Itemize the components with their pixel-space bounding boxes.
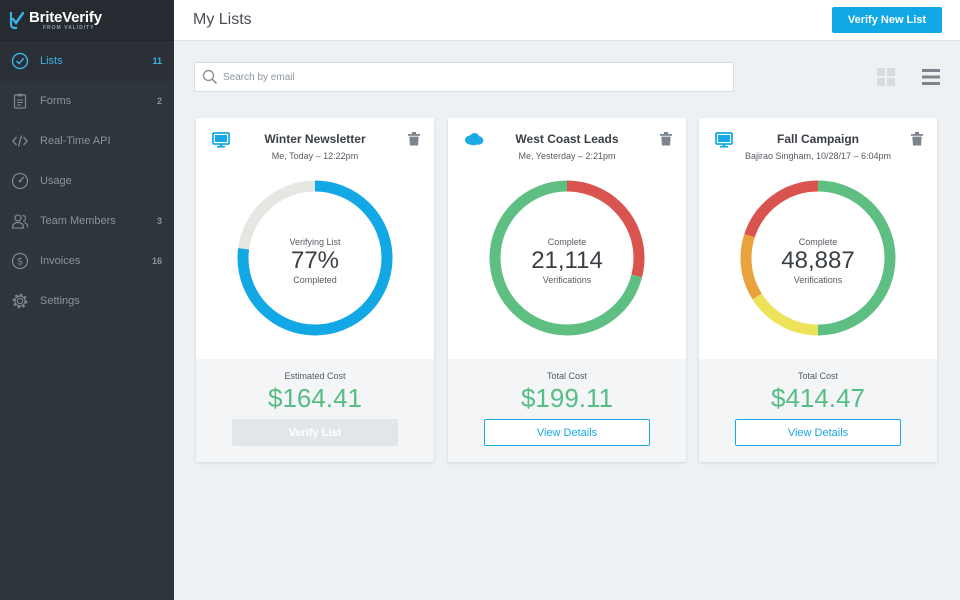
sidebar-item-label: Forms — [40, 95, 72, 107]
sidebar-item-label: Real-Time API — [40, 135, 111, 147]
sidebar-item-forms[interactable]: Forms 2 — [0, 81, 174, 121]
ring-center: Complete 21,114 Verifications — [448, 237, 686, 285]
sidebar: BriteVerify FROM VALIDITY Lists 11 Forms… — [0, 0, 174, 600]
sidebar-item-label: Settings — [40, 295, 80, 307]
sidebar-item-label: Team Members — [40, 215, 116, 227]
monitor-icon — [212, 132, 230, 153]
card-footer: Estimated Cost $164.41 Verify List — [196, 359, 434, 462]
dollar-circle-icon: $ — [11, 252, 29, 270]
progress-ring — [237, 180, 393, 336]
monitor-icon — [715, 132, 733, 153]
card-title: Winter Newsletter — [264, 132, 366, 146]
users-icon — [11, 212, 29, 230]
list-card[interactable]: Winter Newsletter Me, Today – 12:22pm Ve… — [196, 118, 434, 462]
progress-arc — [237, 180, 393, 336]
sidebar-item-settings[interactable]: Settings — [0, 281, 174, 321]
card-title: West Coast Leads — [515, 132, 619, 146]
check-circle-icon — [11, 52, 29, 70]
ring-value: 21,114 — [531, 247, 603, 274]
list-view-icon — [922, 69, 940, 85]
ring-segment — [489, 180, 645, 336]
gear-icon — [11, 292, 29, 310]
sidebar-item-count: 16 — [151, 256, 162, 266]
sidebar-item-count: 3 — [156, 216, 162, 226]
card-subtitle: Me, Yesterday – 2:21pm — [518, 151, 616, 161]
view-details-button[interactable]: View Details — [735, 419, 901, 446]
trash-icon[interactable] — [911, 132, 923, 151]
ring-status: Complete — [798, 237, 838, 247]
sidebar-item-usage[interactable]: Usage — [0, 161, 174, 201]
salesforce-cloud-icon — [464, 132, 484, 151]
ring-segment — [740, 180, 896, 336]
svg-text:$: $ — [17, 257, 23, 268]
card-footer: Total Cost $199.11 View Details — [448, 359, 686, 462]
sidebar-nav: Lists 11 Forms 2 Real-Time API Usage — [0, 41, 174, 321]
results-ring — [489, 180, 645, 336]
list-card[interactable]: Fall Campaign Bajirao Singham, 10/28/17 … — [699, 118, 937, 462]
brand-logo[interactable]: BriteVerify FROM VALIDITY — [0, 0, 174, 41]
sidebar-item-label: Usage — [40, 175, 72, 187]
ring-value-label: Verifications — [793, 275, 843, 286]
search-icon — [202, 69, 218, 90]
ring-center: Complete 48,887 Verifications — [699, 237, 937, 285]
code-icon — [11, 132, 29, 150]
card-footer: Total Cost $414.47 View Details — [699, 359, 937, 462]
sidebar-item-label: Invoices — [40, 255, 81, 267]
list-card[interactable]: West Coast Leads Me, Yesterday – 2:21pm … — [448, 118, 686, 462]
cost-label: Estimated Cost — [284, 371, 346, 381]
trash-icon[interactable] — [660, 132, 672, 151]
ring-status: Complete — [547, 237, 587, 247]
verify-new-list-button[interactable]: Verify New List — [832, 7, 942, 33]
brand-tagline: FROM VALIDITY — [43, 24, 95, 31]
cost-label: Total Cost — [546, 371, 588, 381]
list-view-toggle[interactable] — [922, 68, 940, 91]
search-input[interactable] — [223, 63, 723, 91]
clipboard-icon — [11, 92, 29, 110]
checkmark-logo-icon — [9, 11, 25, 30]
sidebar-item-invoices[interactable]: $ Invoices 16 — [0, 241, 174, 281]
grid-view-toggle[interactable] — [877, 68, 895, 91]
page-title: My Lists — [193, 11, 252, 28]
search-box — [194, 62, 734, 92]
sidebar-item-real-time-api[interactable]: Real-Time API — [0, 121, 174, 161]
verify-list-button[interactable]: Verify List — [232, 419, 398, 446]
ring-center: Verifying List 77% Completed — [196, 237, 434, 285]
gauge-icon — [11, 172, 29, 190]
sidebar-item-count: 11 — [152, 56, 162, 66]
cost-value: $164.41 — [268, 383, 362, 413]
card-subtitle: Bajirao Singham, 10/28/17 – 6:04pm — [744, 151, 892, 161]
sidebar-item-label: Lists — [40, 55, 63, 67]
trash-icon[interactable] — [408, 132, 420, 151]
ring-value: 77% — [290, 247, 340, 274]
cost-value: $199.11 — [520, 383, 614, 413]
view-details-button[interactable]: View Details — [484, 419, 650, 446]
card-subtitle: Me, Today – 12:22pm — [271, 151, 359, 161]
ring-value-label: Verifications — [542, 275, 592, 286]
sidebar-item-team-members[interactable]: Team Members 3 — [0, 201, 174, 241]
brand-name: BriteVerify — [29, 8, 102, 26]
sidebar-item-lists[interactable]: Lists 11 — [0, 41, 174, 81]
ring-segment — [740, 180, 896, 336]
cost-label: Total Cost — [797, 371, 839, 381]
results-ring — [740, 180, 896, 336]
cost-value: $414.47 — [771, 383, 865, 413]
ring-value-label: Completed — [293, 275, 337, 286]
ring-status: Verifying List — [289, 237, 341, 247]
grid-view-icon — [877, 68, 895, 86]
top-header: My Lists Verify New List — [174, 0, 960, 41]
sidebar-item-count: 2 — [156, 96, 162, 106]
ring-value: 48,887 — [781, 247, 855, 274]
card-title: Fall Campaign — [776, 132, 859, 146]
